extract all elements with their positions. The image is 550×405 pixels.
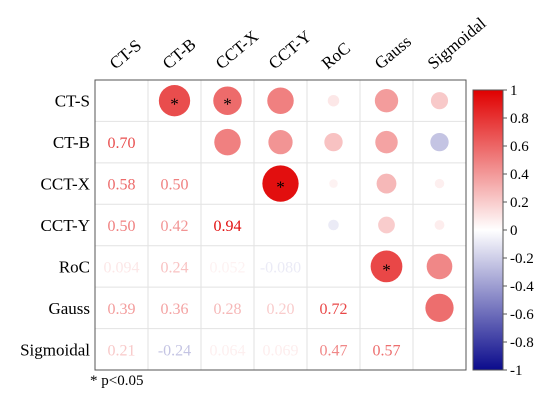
significance-marker: * [382, 260, 391, 279]
colorbar-tick-label: -0.8 [510, 335, 534, 351]
column-label: CT-B [159, 35, 200, 73]
panel-background [95, 80, 466, 370]
colorbar-tick-label: 0.6 [510, 139, 529, 155]
coefficient-label: 0.094 [104, 259, 140, 276]
correlation-circle [213, 86, 242, 115]
coefficient-label: 0.70 [108, 135, 136, 152]
correlation-circle [374, 89, 399, 113]
correlation-circle [329, 179, 338, 188]
coefficient-label: 0.58 [108, 177, 136, 194]
correlation-circle [370, 250, 403, 283]
colorbar-tick-label: -1 [510, 363, 523, 379]
column-label: CCT-Y [265, 27, 315, 73]
correlation-circle [426, 253, 453, 280]
coefficient-label: -0.080 [260, 259, 301, 276]
correlation-circle [262, 165, 299, 202]
correlation-circle [214, 128, 241, 156]
colorbar-tick-label: -0.4 [510, 279, 534, 295]
correlation-circle [425, 293, 454, 322]
coefficient-label: 0.42 [161, 218, 189, 235]
correlation-circle [267, 87, 294, 114]
coefficient-label: 0.50 [161, 177, 189, 194]
row-label: CCT-X [41, 175, 90, 194]
column-label: CT-S [106, 36, 145, 73]
coefficient-label: 0.20 [267, 301, 295, 318]
colorbar-gradient [472, 89, 504, 371]
significance-marker: * [276, 178, 285, 197]
correlation-circle [430, 92, 449, 110]
colorbar-tick-label: 0.8 [510, 111, 529, 127]
colorbar-tick-label: -0.2 [510, 251, 534, 267]
coefficient-label: 0.50 [108, 218, 136, 235]
significance-marker: * [223, 95, 232, 114]
correlation-circle [324, 132, 343, 152]
row-labels: CT-S CT-B CCT-X CCT-Y RoC Gauss Sigmoidal [20, 92, 90, 360]
correlation-circle [376, 173, 397, 194]
colorbar-tick-label: 0 [510, 223, 518, 239]
correlation-circle [375, 130, 398, 154]
coefficient-label: 0.24 [161, 259, 189, 276]
correlation-circle [378, 216, 395, 234]
column-label: Sigmoidal [424, 13, 490, 73]
correlation-circle [434, 220, 445, 230]
significance-marker: * [170, 95, 179, 114]
row-label: Gauss [48, 299, 90, 318]
row-label: CT-B [53, 133, 90, 152]
coefficient-label: 0.36 [161, 301, 189, 318]
column-label: Gauss [371, 32, 415, 73]
coefficient-label: 0.94 [214, 218, 242, 235]
coefficient-label: 0.28 [214, 301, 242, 318]
colorbar-tick-label: 1 [510, 83, 518, 99]
column-labels: CT-S CT-B CCT-X CCT-Y RoC Gauss Sigmoidal [106, 13, 490, 73]
column-label: RoC [318, 38, 354, 73]
row-label: RoC [59, 257, 90, 276]
significance-footnote: * p<0.05 [90, 373, 144, 389]
correlation-circle [328, 219, 339, 231]
coefficient-label: -0.24 [158, 342, 191, 359]
coefficient-label: 0.72 [320, 301, 348, 318]
coefficient-label: 0.052 [210, 259, 246, 276]
colorbar-tick-label: -0.6 [510, 307, 534, 323]
matrix-panel: 0.58 * 0.50 0.094 0.39 0.21 0.70 * 0.50 0.42 0.24 0… [94, 79, 467, 371]
coefficient-label: 0.47 [320, 342, 348, 359]
correlation-circle [327, 94, 340, 107]
colorbar: 1 0.8 0.6 0.4 0.2 0 -0.2 -0.4 -0.6 -0.8 -1 [472, 83, 534, 379]
correlation-circle [158, 85, 191, 117]
correlation-circle [434, 178, 445, 189]
coefficient-label: 0.069 [263, 342, 299, 359]
panel-border [94, 79, 467, 371]
row-label: CCT-Y [41, 216, 90, 235]
colorbar-tick-label: 0.2 [510, 195, 529, 211]
correlation-circle [268, 130, 293, 155]
colorbar-tick-label: 0.4 [510, 167, 529, 183]
coefficient-label: 0.21 [108, 342, 136, 359]
correlation-circle [430, 132, 449, 152]
coefficient-label: 0.064 [210, 342, 246, 359]
row-label: Sigmoidal [20, 340, 90, 359]
coefficient-label: 0.39 [108, 301, 136, 318]
row-label: CT-S [55, 92, 90, 111]
coefficient-label: 0.57 [373, 342, 401, 359]
column-label: CCT-X [212, 27, 262, 73]
